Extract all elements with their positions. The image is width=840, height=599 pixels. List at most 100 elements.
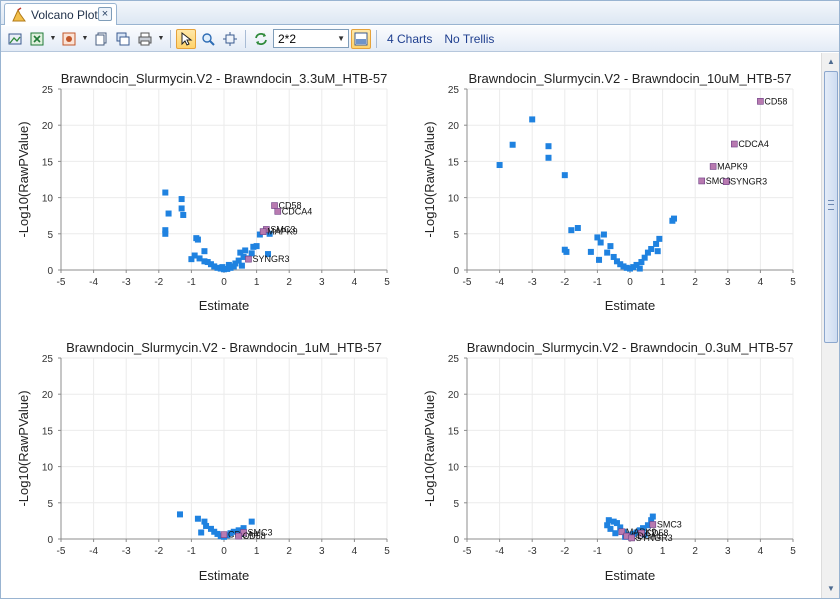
x-tick-label: -1 [187, 277, 196, 288]
data-point [201, 258, 208, 265]
data-point [613, 258, 620, 265]
data-point [224, 265, 231, 272]
x-tick-label: 1 [254, 277, 260, 288]
point-label: MAPK9 [267, 227, 298, 237]
print-button[interactable] [135, 29, 155, 49]
export-image-button[interactable] [5, 29, 25, 49]
print-icon [138, 32, 152, 45]
toolbar-separator [376, 29, 377, 48]
fit-button[interactable] [220, 29, 240, 49]
data-point [250, 243, 257, 250]
point-label: SMC3 [270, 224, 295, 234]
pointer-button[interactable] [176, 28, 196, 49]
data-point [248, 518, 255, 525]
point-label: SMC3 [706, 176, 731, 186]
layout-button[interactable] [351, 28, 371, 49]
data-point [613, 520, 620, 527]
export-ppt-button[interactable] [59, 29, 79, 49]
data-point [165, 210, 172, 217]
data-point [653, 240, 660, 247]
x-tick-label: 3 [319, 546, 325, 557]
toolbar-separator [170, 29, 171, 48]
highlight-point [618, 528, 626, 536]
x-tick-label: 3 [319, 277, 325, 288]
chevron-down-icon[interactable]: ▼ [49, 35, 57, 42]
x-tick-label: 5 [384, 546, 390, 557]
trellis-button[interactable]: No Trellis [444, 31, 495, 46]
y-tick-label: 0 [47, 535, 53, 546]
chart-layout-select[interactable]: 2*2 ▼ [273, 29, 349, 48]
data-point [640, 525, 647, 532]
data-point [196, 255, 203, 262]
tab-volcano-plot[interactable]: Volcano Plot × [4, 3, 117, 25]
y-tick-label: 10 [42, 463, 54, 474]
chevron-down-icon[interactable]: ▼ [81, 35, 89, 42]
data-point [594, 234, 601, 241]
data-point [225, 261, 232, 268]
point-label: CD58 [243, 531, 266, 541]
chart-title: Brawndocin_Slurmycin.V2 - Brawndocin_10u… [469, 71, 792, 86]
data-point [644, 249, 651, 256]
x-tick-label: -4 [495, 546, 504, 557]
highlight-point [698, 177, 706, 185]
x-tick-label: -3 [122, 277, 131, 288]
point-label: CD58 [279, 201, 302, 211]
data-point [617, 524, 624, 531]
data-point [238, 262, 245, 269]
copy-button[interactable] [91, 29, 111, 49]
data-point [605, 517, 612, 524]
x-tick-label: -4 [89, 277, 98, 288]
data-point [545, 154, 552, 161]
scroll-thumb[interactable] [824, 71, 838, 343]
data-point [654, 248, 661, 255]
chart-area: -5 -4 -3 -2 -1 0 1 2 3 4 5 0 5 10 15 20 25 Brawndocin_Slu… [1, 53, 821, 598]
data-point [201, 248, 208, 255]
x-axis-label: Estimate [605, 298, 656, 313]
highlight-point [240, 529, 247, 536]
data-point [248, 250, 255, 257]
close-icon[interactable]: × [98, 7, 112, 21]
scroll-down-icon[interactable]: ▼ [827, 584, 835, 593]
scroll-up-icon[interactable]: ▲ [827, 57, 835, 66]
x-tick-label: 0 [221, 277, 227, 288]
x-tick-label: -1 [187, 546, 196, 557]
export-excel-button[interactable] [27, 29, 47, 49]
volcano-plot-icon [12, 6, 26, 21]
refresh-button[interactable] [251, 29, 271, 49]
data-point [162, 230, 169, 237]
zoom-icon [202, 32, 215, 46]
data-point [230, 528, 237, 535]
highlight-point [628, 534, 635, 542]
data-point [265, 251, 272, 258]
x-tick-label: -3 [122, 546, 131, 557]
data-point [545, 143, 552, 150]
point-label: CD58 [764, 96, 787, 106]
highlight-point [259, 228, 267, 235]
charts-count-button[interactable]: 4 Charts [387, 31, 433, 46]
copy-window-button[interactable] [113, 29, 133, 49]
chevron-down-icon[interactable]: ▼ [157, 35, 165, 42]
data-point [610, 518, 617, 525]
data-point [630, 264, 637, 271]
tab-title: Volcano Plot [31, 7, 98, 22]
data-point [176, 511, 183, 518]
x-tick-label: -5 [463, 277, 472, 288]
y-tick-label: 25 [448, 354, 460, 365]
vertical-scrollbar[interactable]: ▲ ▼ [821, 53, 839, 598]
data-point [237, 249, 244, 256]
x-tick-label: 2 [692, 277, 698, 288]
data-point [253, 243, 260, 250]
x-tick-label: 5 [790, 277, 796, 288]
data-point [194, 236, 201, 243]
x-tick-label: -3 [528, 546, 537, 557]
data-point [596, 256, 603, 263]
zoom-button[interactable] [198, 29, 218, 49]
data-point [620, 263, 627, 270]
y-tick-label: 0 [453, 266, 459, 277]
highlight-point [731, 140, 738, 148]
pointer-icon [181, 31, 193, 46]
y-tick-label: 5 [47, 230, 53, 241]
y-tick-label: 5 [453, 499, 459, 510]
data-point [671, 215, 678, 222]
data-point [529, 116, 536, 123]
